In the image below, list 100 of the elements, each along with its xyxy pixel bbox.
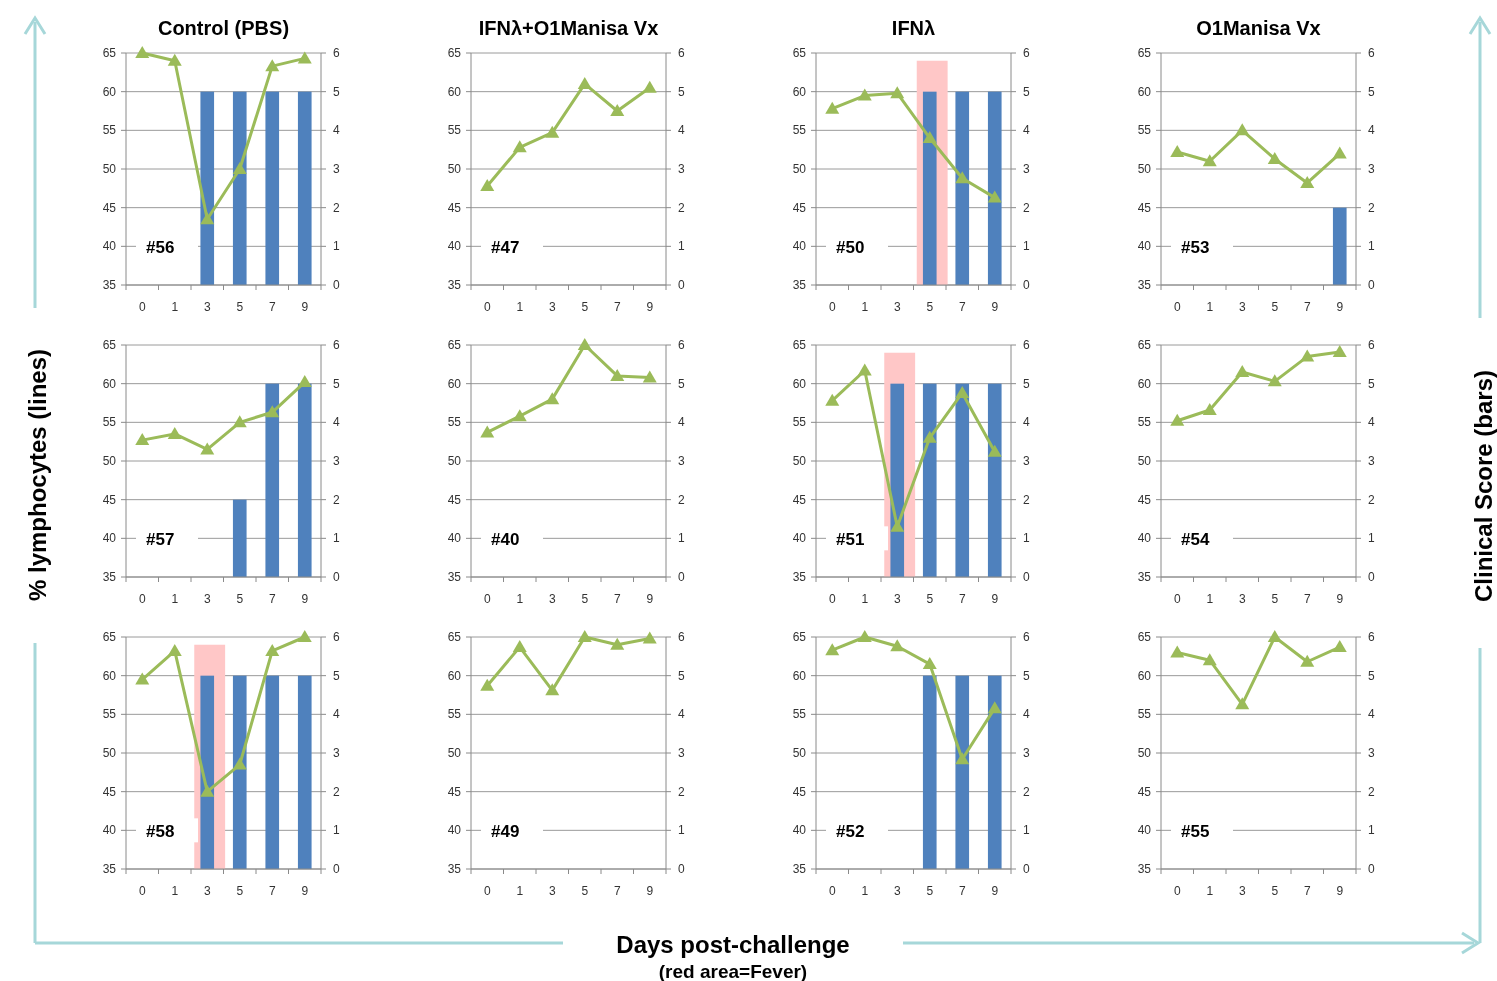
- y2-tick-label: 2: [1023, 784, 1030, 799]
- y2-tick-label: 4: [678, 415, 685, 430]
- point: [987, 701, 1002, 714]
- y-tick-label: 55: [447, 707, 462, 722]
- y-tick-label: 65: [102, 630, 117, 644]
- x-tick-label: 5: [1271, 300, 1279, 314]
- point: [857, 630, 872, 642]
- y2-tick-label: 2: [678, 492, 685, 507]
- x-tick-label: 5: [581, 884, 589, 898]
- y2-tick-label: 4: [1023, 123, 1030, 138]
- y2-tick-label: 3: [1368, 454, 1375, 468]
- x-tick-label: 1: [861, 884, 869, 898]
- y-tick-label: 35: [1137, 278, 1152, 292]
- y-tick-label: 65: [792, 338, 807, 352]
- annotation: #47: [491, 238, 520, 258]
- y-tick-label: 65: [102, 46, 117, 60]
- y-tick-label: 65: [102, 338, 117, 352]
- y2-tick-label: 2: [1023, 200, 1030, 215]
- y-tick-label: 35: [1137, 862, 1152, 876]
- annotation: #54: [1181, 530, 1210, 550]
- x-tick-label: 0: [1173, 300, 1181, 314]
- point: [987, 444, 1002, 457]
- y-tick-label: 35: [792, 862, 807, 876]
- chart-title: IFNλ+O1Manisa Vx: [478, 17, 659, 39]
- x-tick-label: 1: [171, 884, 179, 898]
- x-tick-label: 7: [613, 592, 621, 606]
- point: [642, 370, 657, 383]
- point: [1170, 144, 1185, 157]
- x-tick-label: 5: [236, 592, 244, 606]
- y-tick-label: 40: [792, 239, 807, 254]
- x-tick-label: 0: [828, 300, 836, 314]
- y2-tick-label: 0: [1023, 862, 1030, 876]
- y2-tick-label: 6: [1368, 630, 1375, 644]
- x-tick-label: 3: [548, 884, 556, 898]
- y-tick-label: 65: [447, 630, 462, 644]
- x-tick-label: 7: [268, 300, 276, 314]
- y2-tick-label: 0: [1368, 862, 1375, 876]
- point: [297, 375, 312, 388]
- point: [545, 683, 560, 696]
- point: [1300, 349, 1315, 362]
- y-tick-label: 65: [447, 46, 462, 60]
- y-tick-label: 50: [102, 454, 117, 468]
- y2-tick-label: 0: [1368, 278, 1375, 292]
- y-tick-label: 35: [102, 862, 117, 876]
- annotation: #55: [1181, 822, 1210, 842]
- point: [825, 393, 840, 406]
- x-tick-label: 9: [646, 592, 654, 606]
- y2-tick-label: 3: [678, 746, 685, 760]
- y2-tick-label: 1: [678, 531, 685, 546]
- point: [512, 409, 527, 422]
- x-tick-label: 1: [516, 592, 524, 606]
- y-tick-label: 50: [1137, 162, 1152, 176]
- chart-title: IFNλ: [891, 17, 936, 39]
- x-tick-label: 7: [1303, 884, 1311, 898]
- point: [1170, 645, 1185, 658]
- y2-tick-label: 4: [1368, 707, 1375, 722]
- y2-tick-label: 4: [678, 123, 685, 138]
- x-tick-label: 0: [1173, 592, 1181, 606]
- y-tick-label: 60: [1137, 376, 1152, 391]
- point: [955, 752, 970, 765]
- y-tick-label: 35: [102, 570, 117, 584]
- x-tick-label: 1: [171, 592, 179, 606]
- annotation: #49: [491, 822, 520, 842]
- y2-tick-label: 6: [678, 630, 685, 644]
- y2-tick-label: 6: [333, 630, 340, 644]
- y-tick-label: 40: [447, 239, 462, 254]
- y2-tick-label: 3: [1368, 746, 1375, 760]
- point: [232, 162, 247, 174]
- x-tick-label: 0: [138, 884, 146, 898]
- point: [545, 125, 560, 138]
- y-tick-label: 35: [792, 570, 807, 584]
- chart-title: Control (PBS): [157, 17, 290, 39]
- y-tick-label: 35: [1137, 570, 1152, 584]
- y2-tick-label: 2: [1368, 200, 1375, 215]
- y2-tick-label: 3: [1023, 162, 1030, 176]
- x-tick-label: 7: [958, 300, 966, 314]
- y-tick-label: 60: [792, 376, 807, 391]
- y2-tick-label: 5: [678, 84, 685, 99]
- point: [232, 415, 247, 428]
- y-tick-label: 45: [102, 784, 117, 799]
- x-tick-label: 1: [1206, 300, 1214, 314]
- point: [1235, 697, 1250, 710]
- y-tick-label: 45: [1137, 784, 1152, 799]
- y-tick-label: 45: [447, 492, 462, 507]
- x-tick-label: 0: [483, 884, 491, 898]
- y2-tick-label: 0: [678, 278, 685, 292]
- point: [1235, 365, 1250, 378]
- y2-tick-label: 3: [1023, 454, 1030, 468]
- y2-tick-label: 6: [678, 46, 685, 60]
- x-tick-label: 9: [991, 300, 999, 314]
- point: [512, 640, 527, 653]
- y2-tick-label: 5: [333, 668, 340, 683]
- y-tick-label: 45: [792, 784, 807, 799]
- y-tick-label: 60: [102, 376, 117, 391]
- point: [135, 433, 150, 446]
- point: [825, 643, 840, 656]
- y2-tick-label: 0: [333, 278, 340, 292]
- y2-tick-label: 3: [333, 746, 340, 760]
- y-tick-label: 65: [447, 338, 462, 352]
- point: [1202, 402, 1217, 415]
